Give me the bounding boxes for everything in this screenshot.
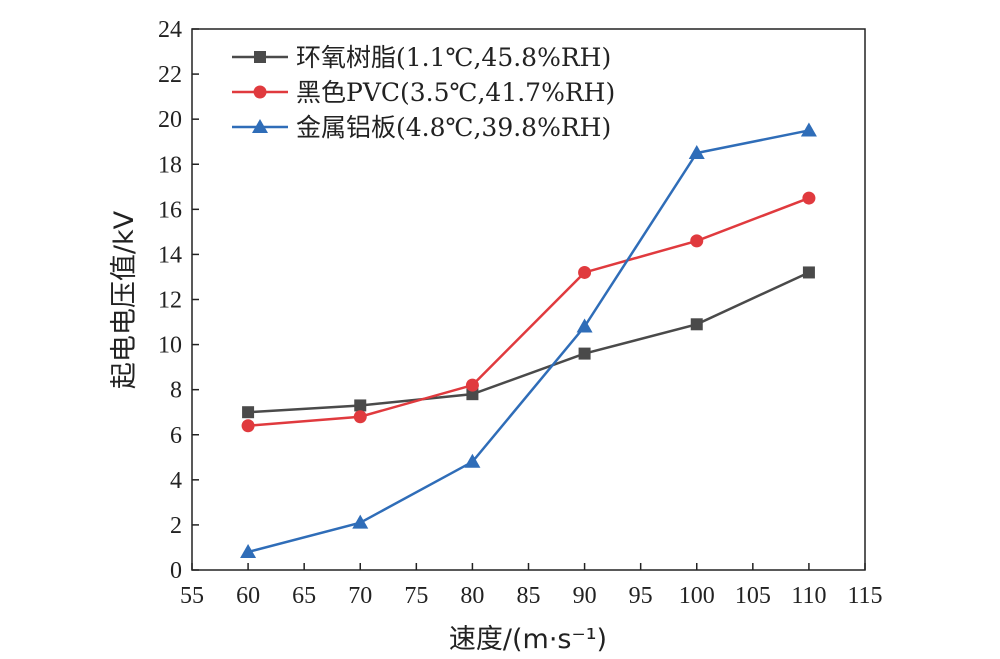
data-point	[576, 318, 593, 333]
y-tick-label: 6	[170, 423, 182, 449]
x-tick-label: 70	[348, 583, 372, 609]
data-point	[800, 122, 817, 137]
y-tick-label: 14	[158, 242, 182, 268]
legend-label: 环氧树脂(1.1℃,45.8%RH)	[296, 43, 611, 72]
x-tick-label: 110	[791, 583, 826, 609]
x-axis-title: 速度/(m·s⁻¹)	[449, 624, 607, 655]
x-tick-label: 100	[679, 583, 715, 609]
data-point	[352, 514, 369, 529]
data-point	[354, 399, 367, 412]
y-tick-label: 18	[158, 152, 182, 178]
y-tick-label: 0	[170, 558, 182, 584]
series-layer	[240, 122, 817, 558]
legend-label: 金属铝板(4.8℃,39.8%RH)	[296, 113, 611, 142]
x-tick-label: 115	[847, 583, 882, 609]
x-tick-label: 85	[517, 583, 541, 609]
y-tick-label: 16	[158, 197, 182, 223]
data-point	[688, 144, 705, 159]
legend-marker	[252, 119, 268, 133]
data-point	[690, 318, 703, 331]
legend-label: 黑色PVC(3.5℃,41.7%RH)	[296, 78, 615, 107]
data-point	[466, 388, 479, 401]
x-tick-label: 90	[573, 583, 597, 609]
legend-item: 金属铝板(4.8℃,39.8%RH)	[232, 113, 611, 142]
y-tick-label: 22	[158, 62, 182, 88]
y-tick-label: 10	[158, 333, 182, 359]
axis-ticks: 55 60 65 70 75 80 85 90 95 100 105 110 1150246810121…	[158, 17, 883, 609]
data-point	[240, 543, 257, 558]
legend-marker	[253, 85, 267, 99]
data-point	[578, 265, 592, 279]
y-tick-label: 24	[158, 17, 182, 43]
plot-area-frame	[191, 28, 866, 571]
legend-item: 黑色PVC(3.5℃,41.7%RH)	[232, 78, 615, 107]
x-tick-label: 75	[404, 583, 428, 609]
data-point	[465, 378, 479, 392]
data-point	[242, 406, 255, 419]
y-tick-label: 20	[158, 107, 182, 133]
data-point	[802, 191, 816, 205]
series-3	[240, 122, 817, 558]
data-point	[802, 266, 815, 279]
x-tick-label: 105	[735, 583, 771, 609]
x-tick-label: 80	[460, 583, 484, 609]
x-tick-label: 55	[180, 583, 204, 609]
y-tick-label: 4	[170, 468, 182, 494]
series-line	[247, 129, 810, 554]
data-point	[353, 410, 367, 424]
series-2	[241, 191, 816, 433]
series-line	[247, 196, 810, 427]
y-tick-label: 2	[170, 513, 182, 539]
legend: 环氧树脂(1.1℃,45.8%RH) 黑色PVC(3.5℃,41.7%RH) 金属铝…	[232, 43, 615, 142]
x-tick-label: 65	[292, 583, 316, 609]
x-tick-label: 60	[236, 583, 260, 609]
legend-item: 环氧树脂(1.1℃,45.8%RH)	[232, 43, 611, 72]
y-axis-title: 起电电压值/kV	[109, 210, 140, 389]
data-point	[241, 419, 255, 433]
series-line	[248, 271, 810, 414]
y-tick-label: 8	[170, 378, 182, 404]
data-point	[690, 234, 704, 248]
legend-marker	[254, 51, 266, 63]
y-tick-label: 12	[158, 288, 182, 314]
x-tick-label: 95	[629, 583, 653, 609]
series-1	[242, 266, 815, 419]
data-point	[578, 347, 591, 360]
data-point	[464, 453, 481, 468]
